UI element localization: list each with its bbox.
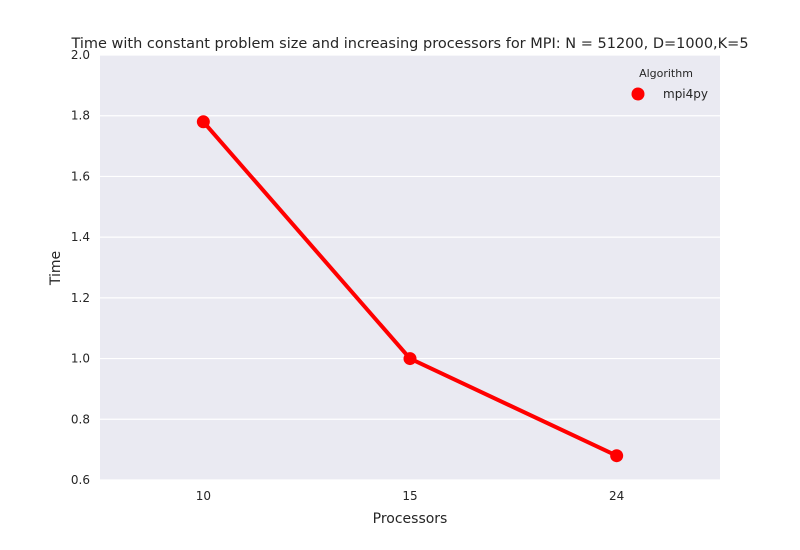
data-point: [610, 449, 624, 463]
y-axis-label: Time: [48, 251, 64, 286]
x-axis-label: Processors: [373, 511, 448, 527]
y-tick-label: 1.0: [71, 352, 90, 366]
data-point: [403, 352, 417, 366]
legend: Algorithm mpi4py: [631, 67, 708, 101]
y-tick-label: 1.2: [71, 291, 90, 305]
x-tick-label: 24: [609, 489, 624, 503]
y-tick-label: 2.0: [71, 48, 90, 62]
legend-title: Algorithm: [639, 67, 693, 80]
x-tick-label: 15: [402, 489, 417, 503]
y-tick-label: 0.6: [71, 473, 90, 487]
y-tick-label: 1.8: [71, 109, 90, 123]
x-tick-label: 10: [196, 489, 211, 503]
data-point: [196, 115, 210, 129]
y-tick-labels: 0.6 0.8 1.0 1.2 1.4 1.6 1.8 2.0: [71, 48, 90, 487]
series-group: [196, 115, 624, 463]
legend-label-mpi4py: mpi4py: [663, 87, 708, 101]
chart-title: Time with constant problem size and incr…: [70, 36, 748, 52]
y-tick-label: 1.4: [71, 230, 90, 244]
x-tick-labels: 10 15 24: [196, 489, 625, 503]
plot-area: [100, 55, 720, 480]
y-tick-label: 0.8: [71, 412, 90, 426]
y-tick-label: 1.6: [71, 169, 90, 183]
legend-marker-mpi4py: [631, 87, 645, 101]
